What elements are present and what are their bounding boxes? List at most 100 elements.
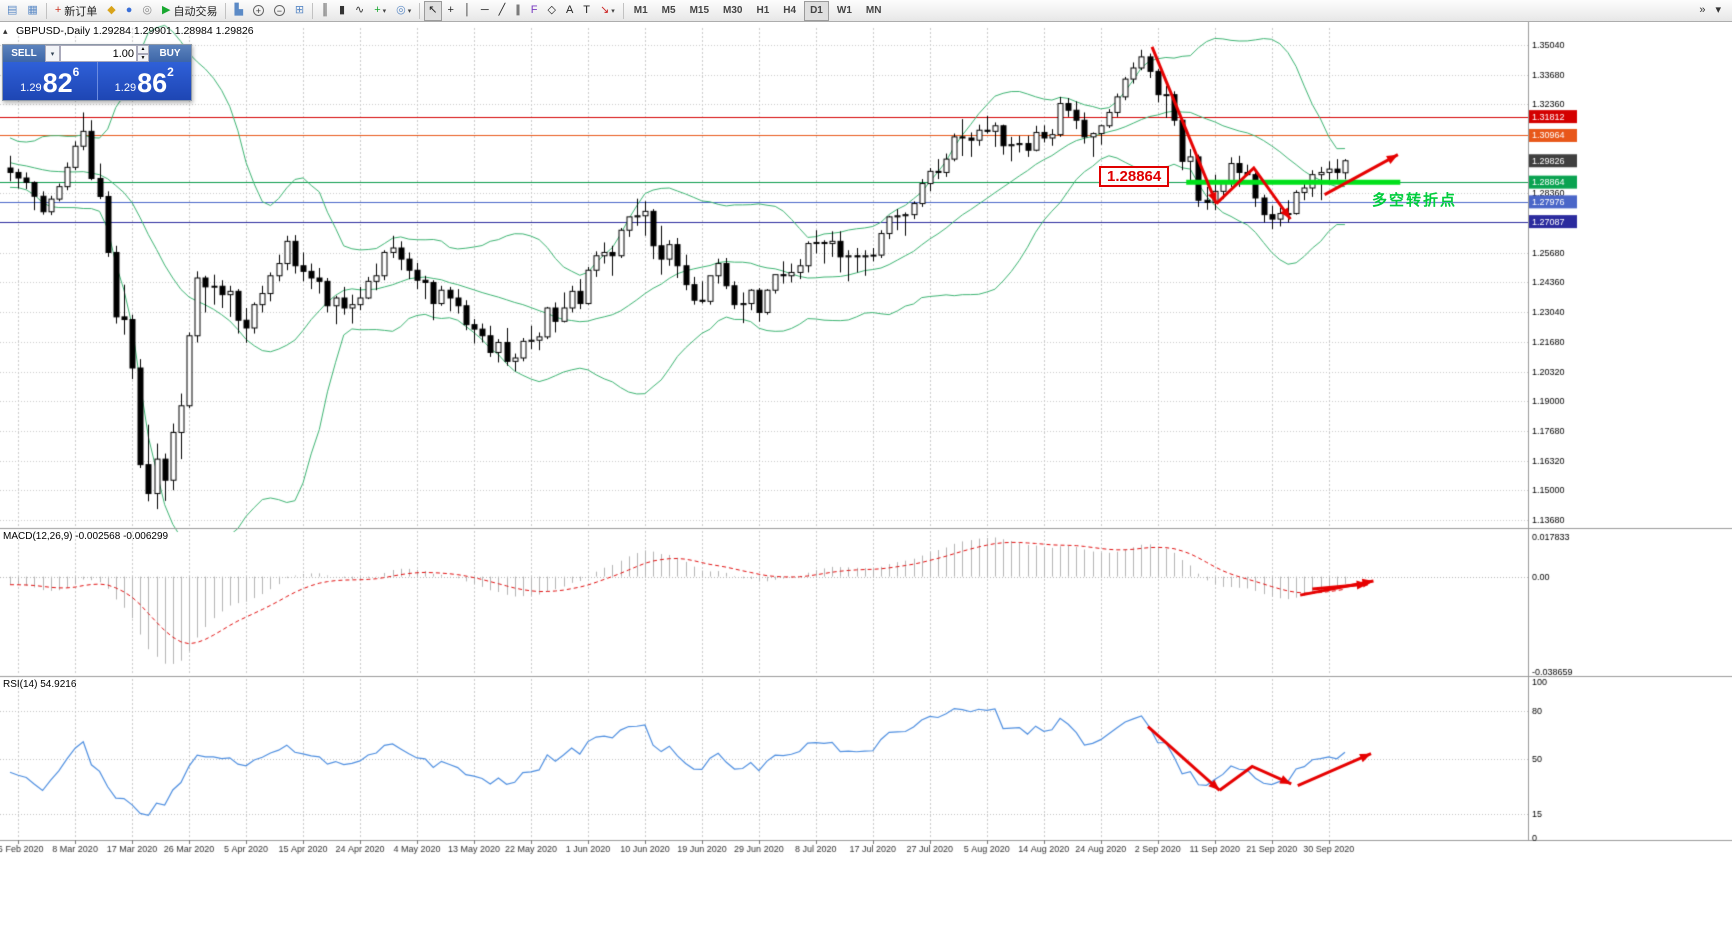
toolbar-separator (622, 2, 624, 19)
shapes-button[interactable]: ◇ (543, 1, 559, 21)
toolbar-customize-icon: ▾ (1715, 4, 1721, 16)
timeframe-m30-button[interactable]: M30 (723, 5, 743, 16)
support-level-label[interactable]: 1.28864 (1099, 166, 1170, 187)
zoom-in-button[interactable]: + (249, 1, 268, 21)
buy-price-pip: 2 (167, 65, 174, 79)
sell-price-prefix: 1.29 (20, 82, 42, 94)
vertical-line-button[interactable]: │ (460, 1, 475, 21)
buy-price-prefix: 1.29 (114, 82, 137, 94)
arrow-tools-button[interactable]: ↘ ▾ (596, 1, 619, 21)
toolbar-separator (45, 2, 47, 19)
one-click-collapse-button[interactable]: ▴ (3, 26, 8, 36)
new-order-icon: + (54, 4, 62, 16)
shapes-icon: ◇ (547, 4, 556, 16)
candles-chart-button[interactable]: ▮ (335, 1, 349, 21)
arrow-tools-caret-icon: ▾ (611, 7, 615, 15)
fibonacci-button[interactable]: F (527, 1, 542, 21)
timeframe-h4-button[interactable]: H4 (783, 5, 797, 16)
channel-button[interactable]: ∥ (511, 1, 525, 21)
toolbar-overflow-button[interactable]: » (1695, 1, 1709, 21)
new-order-label: 新订单 (64, 5, 98, 18)
tile-windows-icon: ⊞ (294, 4, 305, 16)
crosshair-button[interactable]: + (444, 1, 458, 21)
new-chart-button[interactable]: ▤ (3, 1, 21, 21)
sell-price-big: 82 (42, 68, 73, 98)
line-chart-icon: ∿ (355, 4, 365, 16)
volume-up-button[interactable]: ▲ (137, 45, 149, 54)
symbol-info: GBPUSD-,Daily 1.29284 1.29901 1.28984 1.… (16, 25, 254, 37)
main-chart-area[interactable] (0, 22, 1528, 528)
price-axis[interactable] (1528, 22, 1603, 840)
timeframe-d1-button[interactable]: D1 (804, 0, 829, 21)
templates-button[interactable]: ◎ ▾ (392, 1, 415, 21)
channel-icon: ∥ (515, 4, 521, 16)
autotrading-icon: ▶ (161, 4, 171, 16)
timeframe-w1-button[interactable]: W1 (836, 5, 852, 16)
tile-windows-button[interactable]: ⊞ (291, 1, 308, 21)
volume-down-button[interactable]: ▼ (137, 53, 149, 62)
vertical-line-icon: │ (463, 4, 471, 16)
history-center-icon: ◎ (142, 4, 152, 16)
templates-icon: ◎ (396, 4, 406, 16)
market-watch-button[interactable]: ● (122, 1, 137, 21)
profiles-icon: ▦ (27, 4, 38, 16)
trade-controls-row: SELL ▾ ▲ ▼ BUY (3, 45, 191, 62)
zoom-out-icon: − (273, 5, 285, 16)
macd-indicator-label: MACD(12,26,9) -0.002568 -0.006299 (3, 531, 169, 542)
text-button[interactable]: A (562, 1, 577, 21)
cursor-button[interactable]: ↖ (424, 0, 442, 21)
templates-caret-icon: ▾ (407, 7, 412, 15)
toolbar-customize-button[interactable]: ▾ (1711, 1, 1725, 21)
cursor-icon: ↖ (428, 4, 438, 16)
timeframe-m5-button[interactable]: M5 (661, 5, 676, 16)
toolbar-right: » ▾ (1694, 1, 1730, 21)
toolbar-separator (419, 2, 421, 19)
timeframe-m1-button[interactable]: M1 (633, 5, 648, 16)
line-chart-button[interactable]: ∿ (351, 1, 368, 21)
profiles-button[interactable]: ▦ (23, 1, 41, 21)
arrow-tools-icon: ↘ (600, 4, 610, 16)
favorites-button[interactable]: ◆ (103, 1, 119, 21)
rsi-panel[interactable] (0, 679, 1528, 838)
add-indicator-caret-icon: ▾ (382, 7, 387, 15)
volume-dropdown-button[interactable]: ▾ (45, 45, 60, 62)
sell-price[interactable]: 1.29 82 6 (3, 62, 98, 100)
new-order-button[interactable]: + 新订单 (51, 1, 101, 21)
history-center-button[interactable]: ◎ (138, 1, 156, 21)
timeframe-mn-button[interactable]: MN (865, 5, 882, 16)
candles-chart-icon: ▮ (338, 4, 345, 16)
bars-chart-button[interactable]: ║ (317, 1, 333, 21)
crosshair-icon: + (447, 4, 454, 16)
timeframe-h1-button[interactable]: H1 (756, 5, 770, 16)
new-chart-icon: ▤ (7, 4, 18, 16)
trendline-button[interactable]: ╱ (495, 1, 510, 21)
label-button[interactable]: T (579, 1, 594, 21)
rsi-indicator-label: RSI(14) 54.9216 (3, 679, 77, 690)
turning-point-annotation[interactable]: 多空转折点 (1372, 192, 1458, 209)
horizontal-line-icon: ─ (480, 4, 489, 16)
autotrading-button[interactable]: ▶ 自动交易 (158, 1, 221, 21)
indicator-list-button[interactable]: ▙ (230, 1, 246, 21)
sell-price-pip: 6 (72, 65, 80, 79)
toolbar-separator (225, 2, 227, 19)
buy-price[interactable]: 1.29 86 2 (98, 62, 192, 100)
toolbar-overflow-icon: » (1699, 4, 1706, 16)
zoom-in-icon: + (252, 5, 264, 16)
volume-input[interactable] (60, 45, 137, 62)
macd-panel[interactable] (0, 531, 1528, 674)
timeframe-m15-button[interactable]: M15 (689, 5, 710, 16)
zoom-out-button[interactable]: − (270, 1, 289, 21)
indicator-list-icon: ▙ (234, 4, 243, 16)
buy-price-big: 86 (137, 68, 168, 98)
add-indicator-button[interactable]: + ▾ (370, 1, 390, 21)
volume-stepper: ▲ ▼ (137, 45, 149, 62)
add-indicator-icon: + (374, 4, 381, 16)
bars-chart-icon: ║ (321, 4, 329, 16)
horizontal-line-button[interactable]: ─ (477, 1, 493, 21)
trade-prices-row: 1.29 82 6 1.29 86 2 (3, 62, 191, 100)
buy-button[interactable]: BUY (149, 45, 191, 62)
time-axis[interactable] (0, 840, 1585, 860)
chart-canvas[interactable] (0, 22, 1732, 858)
sell-button[interactable]: SELL (3, 45, 45, 62)
trendline-icon: ╱ (498, 4, 506, 16)
